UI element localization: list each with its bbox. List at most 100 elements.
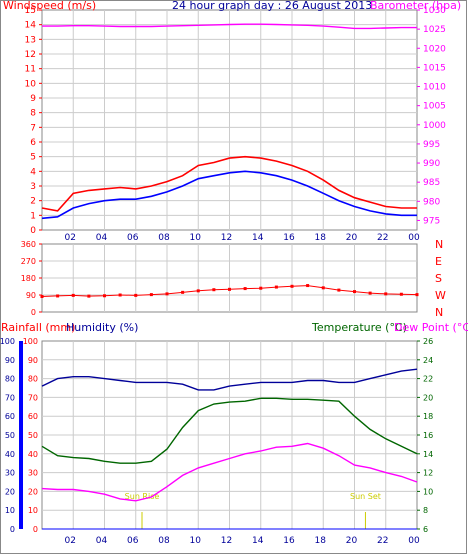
hour-tick-label: 20 xyxy=(346,233,358,243)
time-axis-top: 02 04 06 08 10 12 14 16 18 20 22 00 xyxy=(65,233,420,243)
humidity-tick-label: 80 xyxy=(28,375,38,384)
hour-tick-label: 00 xyxy=(408,233,420,243)
barometer-tick-label: 1010 xyxy=(423,83,446,93)
rainfall-tick-label: 80 xyxy=(5,375,15,384)
humidity-tick-label: 60 xyxy=(28,412,38,421)
hour-tick-label: 10 xyxy=(190,536,202,546)
hour-tick-label: 16 xyxy=(283,536,295,546)
barometer-tick-label: 1015 xyxy=(423,63,446,73)
rainfall-bar xyxy=(19,341,23,529)
sun-markers: Sun Rise Sun Set xyxy=(125,492,381,529)
compass-label: S xyxy=(435,272,442,285)
humidity-tick-label: 10 xyxy=(28,506,38,515)
barometer-tick-label: 1030 xyxy=(423,6,446,16)
humidity-label: Humidity (%) xyxy=(66,321,138,334)
windspeed-tick-label: 4 xyxy=(30,167,36,177)
temp-humidity-series xyxy=(41,368,418,530)
compass-label: E xyxy=(435,255,442,268)
rainfall-tick-label: 20 xyxy=(5,487,15,496)
hour-tick-label: 06 xyxy=(127,536,139,546)
hour-tick-label: 12 xyxy=(221,536,232,546)
windspeed-tick-label: 11 xyxy=(25,65,36,75)
hour-tick-label: 18 xyxy=(315,536,327,546)
windspeed-tick-label: 12 xyxy=(25,50,36,60)
hour-tick-label: 16 xyxy=(283,233,295,243)
rainfall-tick-label: 40 xyxy=(5,450,15,459)
humidity-tick-label: 70 xyxy=(28,393,38,402)
temperature-line xyxy=(41,397,418,464)
temperature-tick-label: 20 xyxy=(423,393,433,402)
windspeed-tick-label: 1 xyxy=(30,211,36,221)
wind-baro-series xyxy=(41,23,417,220)
hour-tick-label: 18 xyxy=(315,233,327,243)
temperature-tick-label: 12 xyxy=(423,469,433,478)
humidity-tick-label: 100 xyxy=(23,337,38,346)
windspeed-tick-label: 2 xyxy=(30,197,36,207)
direction-axis: 0 90 180 270 360 xyxy=(21,240,42,317)
hour-tick-label: 04 xyxy=(96,536,108,546)
windspeed-tick-label: 14 xyxy=(25,21,37,31)
rainfall-tick-label: 30 xyxy=(5,469,15,478)
hour-tick-label: 02 xyxy=(65,233,76,243)
temperature-label: Temperature (°C) xyxy=(311,321,407,334)
barometer-label: Barometer (hpa) xyxy=(370,0,461,12)
temperature-tick-label: 18 xyxy=(423,412,433,421)
barometer-line xyxy=(42,23,417,30)
humidity-tick-label: 20 xyxy=(28,487,38,496)
direction-tick-label: 180 xyxy=(21,274,36,283)
barometer-tick-label: 995 xyxy=(423,140,440,150)
sun-rise-label: Sun Rise xyxy=(125,492,160,501)
dew-point-line xyxy=(41,442,418,502)
hour-tick-label: 22 xyxy=(377,233,388,243)
windspeed-tick-label: 10 xyxy=(25,79,37,89)
temp-humidity-grid xyxy=(42,341,417,529)
direction-tick-label: 270 xyxy=(21,257,36,266)
wind-direction-series xyxy=(40,284,419,299)
compass-label: N xyxy=(435,238,443,251)
temperature-tick-label: 24 xyxy=(423,356,433,365)
hour-tick-label: 10 xyxy=(190,233,202,243)
rainfall-tick-label: 90 xyxy=(5,356,15,365)
rainfall-tick-label: 60 xyxy=(5,412,15,421)
humidity-tick-label: 90 xyxy=(28,356,38,365)
temperature-tick-label: 22 xyxy=(423,375,433,384)
windspeed-tick-label: 15 xyxy=(25,6,36,16)
windspeed-tick-label: 0 xyxy=(30,226,36,236)
hour-tick-label: 08 xyxy=(158,233,170,243)
rainfall-tick-label: 10 xyxy=(5,506,15,515)
hour-tick-label: 12 xyxy=(221,233,232,243)
humidity-line xyxy=(41,368,418,391)
hour-tick-label: 04 xyxy=(96,233,108,243)
hour-tick-label: 14 xyxy=(252,536,264,546)
temperature-axis: 6 8 10 12 14 16 18 20 22 24 26 xyxy=(417,337,433,534)
wind-direction-point xyxy=(40,295,44,299)
wind-direction-trace xyxy=(41,285,418,297)
barometer-tick-label: 975 xyxy=(423,216,440,226)
hour-tick-label: 06 xyxy=(127,233,139,243)
temperature-tick-label: 26 xyxy=(423,337,433,346)
wind-average-line xyxy=(41,170,417,220)
compass-label: W xyxy=(435,289,446,302)
time-axis-bottom: 02 04 06 08 10 12 14 16 18 20 22 00 xyxy=(65,536,420,546)
humidity-tick-label: 0 xyxy=(33,525,38,534)
compass-label: N xyxy=(435,306,443,319)
barometer-tick-label: 1025 xyxy=(423,25,446,35)
barometer-tick-label: 980 xyxy=(423,197,440,207)
humidity-tick-label: 40 xyxy=(28,450,38,459)
windspeed-tick-label: 3 xyxy=(30,182,36,192)
windspeed-tick-label: 7 xyxy=(30,123,36,133)
rainfall-label: Rainfall (mm) xyxy=(1,321,75,334)
hour-tick-label: 00 xyxy=(408,536,420,546)
windspeed-tick-label: 9 xyxy=(30,94,36,104)
windspeed-tick-label: 13 xyxy=(25,35,36,45)
wind-direction-point xyxy=(415,293,419,297)
hour-tick-label: 02 xyxy=(65,536,76,546)
barometer-axis: 975 980 985 990 995 1000 1005 1010 1015 1020 1025 1… xyxy=(417,6,446,226)
barometer-tick-label: 1005 xyxy=(423,102,446,112)
hour-tick-label: 20 xyxy=(346,536,358,546)
humidity-tick-label: 30 xyxy=(28,469,38,478)
hour-tick-label: 22 xyxy=(377,536,388,546)
temperature-tick-label: 10 xyxy=(423,487,433,496)
